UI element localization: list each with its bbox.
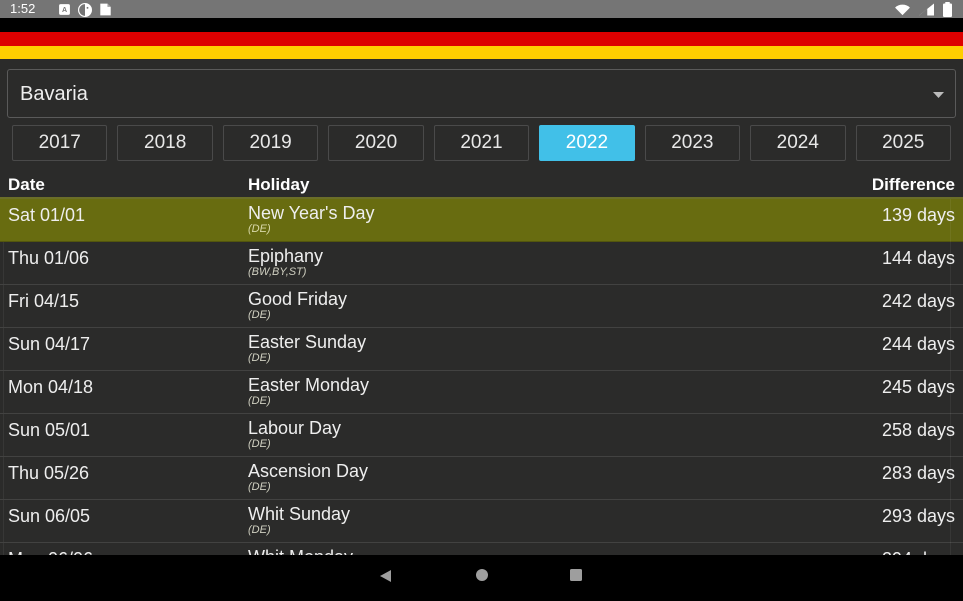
svg-text:A: A: [62, 7, 67, 14]
